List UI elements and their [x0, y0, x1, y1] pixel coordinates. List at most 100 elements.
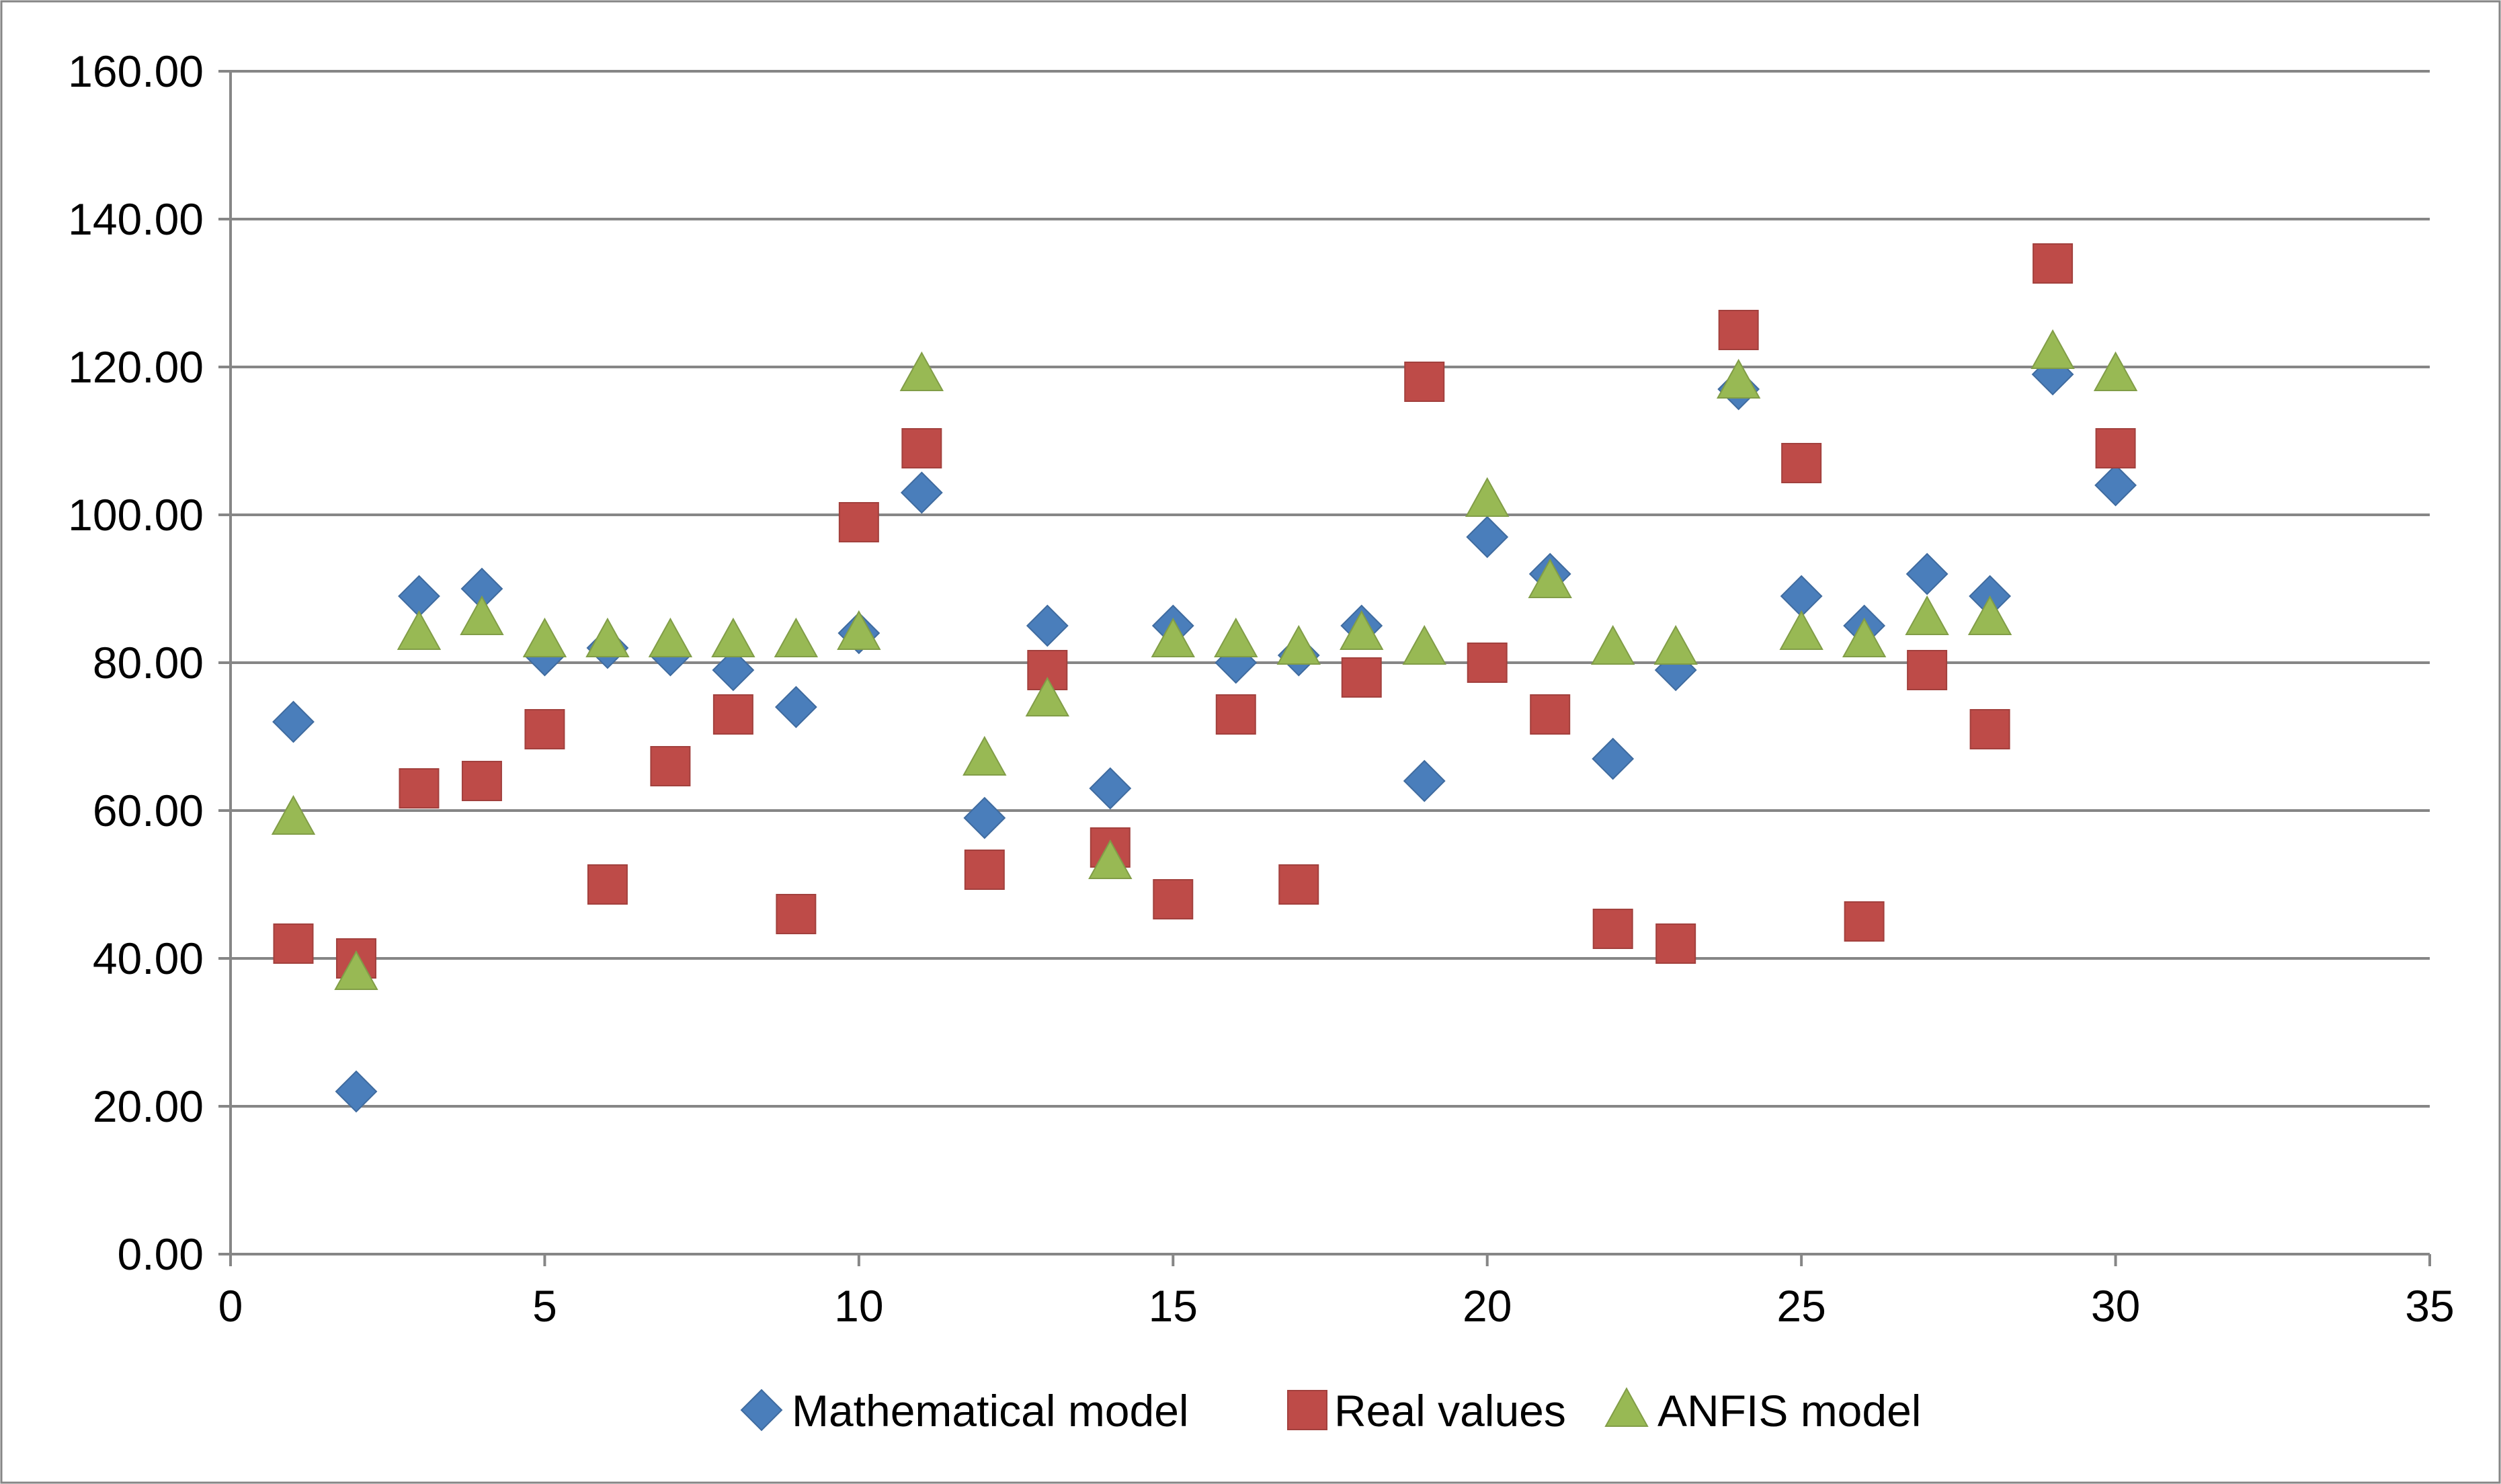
- legend-item-real-values: Real values: [1287, 1386, 1566, 1436]
- anfis-model-point: [1340, 610, 1384, 650]
- mathematical-model-point: [963, 796, 1006, 839]
- anfis-model-point: [334, 950, 378, 990]
- anfis-model-point: [271, 794, 316, 835]
- mathematical-model-point: [335, 1070, 378, 1113]
- x-tick-label: 10: [834, 1281, 883, 1331]
- y-tick-label: 120.00: [68, 342, 204, 392]
- mathematical-model-point: [1026, 604, 1069, 647]
- anfis-model-point: [1716, 358, 1761, 399]
- anfis-model-point: [711, 617, 755, 657]
- anfis-model-point: [1905, 595, 1949, 635]
- real-values-point: [399, 768, 440, 809]
- anfis-model-point: [1402, 624, 1446, 665]
- anfis-model-point: [774, 617, 819, 657]
- y-tick-label: 0.00: [118, 1229, 204, 1279]
- real-values-point: [1969, 709, 2010, 749]
- anfis-model-point: [2031, 329, 2075, 369]
- legend: Mathematical model Real values ANFIS model: [740, 1386, 1921, 1436]
- real-values-point: [461, 761, 502, 801]
- x-tick-label: 5: [532, 1281, 557, 1331]
- mathematical-model-point: [1905, 552, 1949, 595]
- anfis-model-point: [1967, 595, 2012, 635]
- legend-item-mathematical-model: Mathematical model: [740, 1386, 1189, 1436]
- x-tick-label: 30: [2091, 1281, 2140, 1331]
- legend-label: Real values: [1334, 1386, 1566, 1436]
- mathematical-model-point: [712, 649, 755, 692]
- mathematical-model-point: [2094, 464, 2137, 507]
- real-values-point: [1781, 443, 1822, 483]
- anfis-model-point: [1025, 676, 1070, 716]
- real-values-point: [712, 694, 753, 735]
- mathematical-model-point: [1089, 767, 1132, 810]
- anfis-model-point: [648, 617, 693, 657]
- anfis-model-point: [1842, 617, 1887, 657]
- real-values-point: [1341, 657, 1382, 698]
- anfis-model-point: [460, 595, 504, 635]
- mathematical-model-point: [774, 686, 817, 729]
- anfis-model-point: [585, 617, 630, 657]
- mathematical-model-point: [272, 700, 315, 743]
- anfis-model-point: [1779, 610, 1823, 650]
- x-tick-label: 35: [2405, 1281, 2454, 1331]
- real-values-point: [1718, 310, 1759, 350]
- real-values-point: [1467, 643, 1508, 683]
- legend-item-anfis-model: ANFIS model: [1604, 1386, 1921, 1436]
- x-tick-label: 20: [1463, 1281, 1512, 1331]
- y-tick-labels: 0.00 20.00 40.00 60.00 80.00 100.00 120.00 140.…: [68, 46, 204, 1279]
- real-values-point: [1278, 864, 1319, 905]
- x-tick-label: 25: [1776, 1281, 1826, 1331]
- mathematical-model-point: [1592, 737, 1635, 780]
- x-tick-label: 0: [218, 1281, 243, 1331]
- mathematical-model-point: [1403, 759, 1446, 802]
- real-values-point: [1592, 909, 1633, 949]
- legend-label: ANFIS model: [1657, 1386, 1921, 1436]
- real-values-point: [964, 850, 1005, 890]
- real-values-point: [587, 864, 628, 905]
- anfis-model-point: [1088, 839, 1133, 879]
- y-tick-label: 40.00: [93, 934, 204, 983]
- legend-label: Mathematical model: [792, 1386, 1189, 1436]
- real-values-point: [838, 502, 879, 542]
- real-values-point: [273, 923, 314, 964]
- x-tick-labels: 0 5 10 15 20 25 30 35: [218, 1281, 2455, 1331]
- anfis-model-point: [837, 610, 881, 650]
- y-tick-label: 60.00: [93, 786, 204, 835]
- anfis-model-point: [1590, 624, 1635, 665]
- anfis-model-point: [1214, 617, 1258, 657]
- anfis-model-point: [1528, 558, 1572, 598]
- legend-diamond-icon: [740, 1389, 783, 1432]
- anfis-model-point: [1465, 477, 1510, 517]
- y-tick-label: 140.00: [68, 194, 204, 244]
- y-tick-label: 100.00: [68, 490, 204, 540]
- real-values-point: [901, 428, 942, 468]
- real-values-point: [1215, 694, 1256, 735]
- y-tick-label: 20.00: [93, 1081, 204, 1131]
- real-values-point: [524, 709, 565, 749]
- real-values-point: [1530, 694, 1571, 735]
- x-tick-label: 15: [1149, 1281, 1198, 1331]
- anfis-model-point: [1151, 617, 1195, 657]
- real-values-point: [2095, 428, 2136, 468]
- anfis-model-point: [962, 735, 1007, 776]
- real-values-point: [2033, 243, 2074, 284]
- axes: [218, 70, 2431, 1266]
- mathematical-model-point: [900, 471, 943, 514]
- real-values-point: [1844, 901, 1885, 942]
- data-series: [271, 243, 2138, 1113]
- legend-square-icon: [1287, 1390, 1327, 1430]
- real-values-point: [1907, 650, 1948, 690]
- anfis-model-point: [899, 351, 944, 391]
- y-tick-label: 160.00: [68, 46, 204, 96]
- mathematical-model-point: [1466, 516, 1509, 559]
- gridlines: [231, 70, 2430, 1108]
- legend-triangle-icon: [1604, 1387, 1649, 1427]
- real-values-point: [650, 746, 691, 786]
- real-values-point: [1404, 362, 1445, 402]
- anfis-model-point: [397, 610, 442, 650]
- anfis-model-point: [1653, 624, 1698, 665]
- real-values-point: [776, 894, 817, 934]
- series-real-values: [273, 243, 2136, 979]
